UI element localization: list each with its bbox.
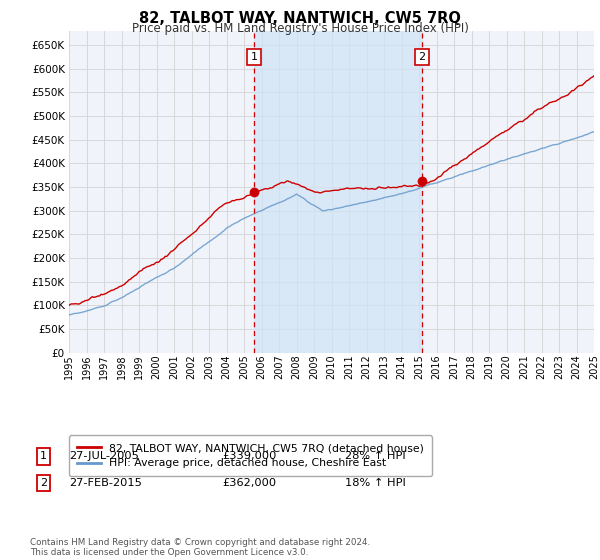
Text: 1: 1 bbox=[250, 52, 257, 62]
Text: 18% ↑ HPI: 18% ↑ HPI bbox=[345, 478, 406, 488]
Text: Contains HM Land Registry data © Crown copyright and database right 2024.
This d: Contains HM Land Registry data © Crown c… bbox=[30, 538, 370, 557]
Bar bbox=[254, 31, 422, 353]
Text: 82, TALBOT WAY, NANTWICH, CW5 7RQ: 82, TALBOT WAY, NANTWICH, CW5 7RQ bbox=[139, 11, 461, 26]
Text: 2: 2 bbox=[40, 478, 47, 488]
Text: 1: 1 bbox=[40, 451, 47, 461]
Text: 2: 2 bbox=[418, 52, 425, 62]
Text: £362,000: £362,000 bbox=[222, 478, 276, 488]
Text: Price paid vs. HM Land Registry's House Price Index (HPI): Price paid vs. HM Land Registry's House … bbox=[131, 22, 469, 35]
Text: £339,000: £339,000 bbox=[222, 451, 277, 461]
Text: 27-FEB-2015: 27-FEB-2015 bbox=[69, 478, 142, 488]
Legend: 82, TALBOT WAY, NANTWICH, CW5 7RQ (detached house), HPI: Average price, detached: 82, TALBOT WAY, NANTWICH, CW5 7RQ (detac… bbox=[69, 436, 432, 476]
Text: 28% ↑ HPI: 28% ↑ HPI bbox=[345, 451, 406, 461]
Text: 27-JUL-2005: 27-JUL-2005 bbox=[69, 451, 139, 461]
